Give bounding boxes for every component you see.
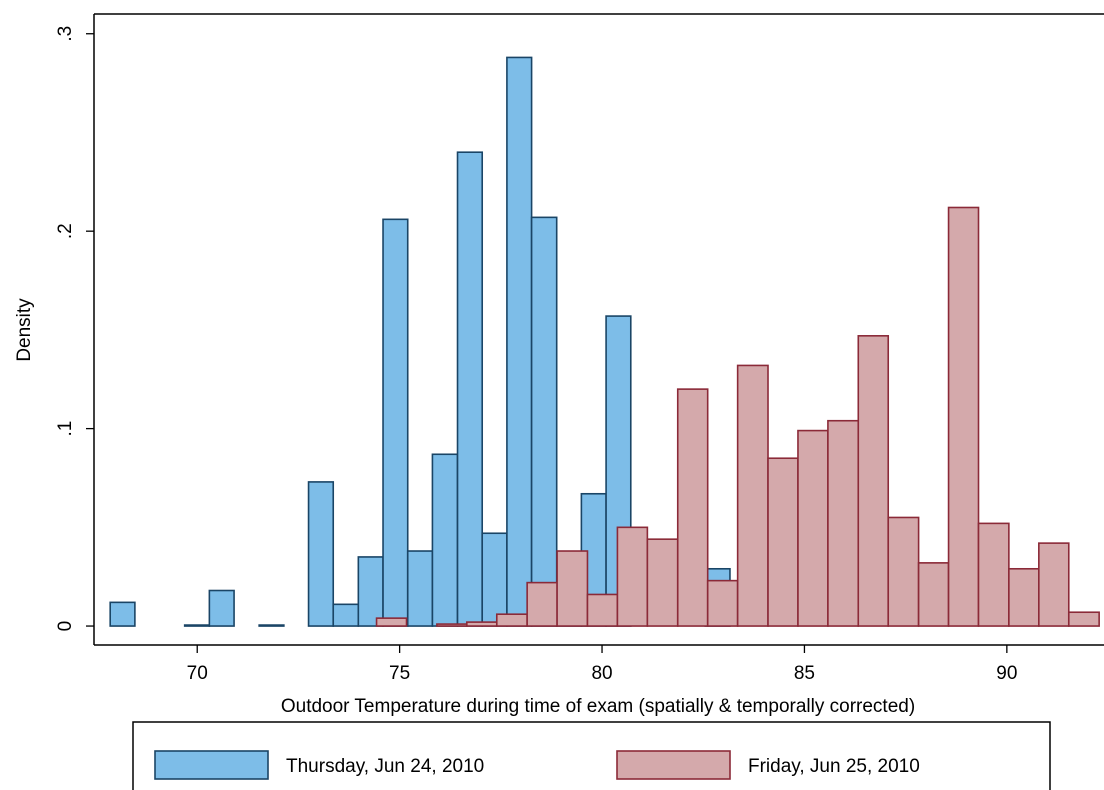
histogram-bar	[436, 623, 468, 627]
histogram-bar	[456, 151, 484, 627]
histogram-bar	[109, 601, 136, 627]
legend-box	[132, 721, 1051, 790]
histogram-bar	[506, 56, 533, 627]
histogram-bar	[947, 206, 980, 627]
histogram-bar	[827, 419, 860, 627]
histogram-bar	[332, 603, 360, 627]
histogram-bar	[431, 453, 459, 627]
legend-swatch	[616, 750, 731, 780]
histogram-bar	[646, 538, 679, 627]
legend-swatch	[154, 750, 269, 780]
histogram-bar	[382, 218, 409, 627]
y-tick-label: .1	[55, 421, 76, 437]
histogram-bar	[406, 550, 434, 627]
histogram-bar	[530, 216, 558, 627]
histogram-bar	[586, 593, 619, 627]
histogram-bar	[357, 556, 384, 627]
histogram-bar	[977, 522, 1010, 627]
legend-label: Friday, Jun 25, 2010	[748, 756, 920, 777]
x-tick-label: 85	[794, 663, 815, 684]
histogram-bar	[183, 624, 211, 627]
histogram-bar	[1038, 542, 1070, 627]
histogram-bar	[887, 516, 920, 627]
y-tick-label: 0	[55, 621, 76, 632]
histogram-bar	[736, 364, 769, 627]
histogram-bar	[797, 429, 829, 627]
y-tick-label: .2	[55, 223, 76, 239]
y-tick-label: .3	[55, 26, 76, 42]
histogram-bar	[307, 481, 335, 627]
histogram-bar	[556, 550, 589, 627]
histogram-bar	[258, 624, 285, 627]
histogram-bar	[466, 621, 498, 627]
histogram-bar	[676, 388, 709, 627]
histogram-bar	[1067, 611, 1100, 627]
x-tick-label: 70	[187, 663, 208, 684]
histogram-bar	[917, 562, 950, 627]
legend-label: Thursday, Jun 24, 2010	[286, 756, 484, 777]
histogram-bar	[616, 526, 649, 627]
histogram-bar	[767, 457, 799, 627]
x-axis-title: Outdoor Temperature during time of exam …	[281, 696, 915, 717]
histogram-bar	[706, 579, 739, 627]
histogram-bar	[857, 335, 890, 627]
histogram-bar	[481, 532, 508, 627]
x-tick-label: 75	[389, 663, 410, 684]
histogram-bar	[208, 589, 235, 627]
histogram-bar	[526, 581, 558, 627]
x-tick-label: 80	[591, 663, 612, 684]
y-axis-title: Density	[14, 298, 35, 362]
histogram-bar	[1008, 567, 1040, 627]
histogram-bar	[375, 617, 408, 627]
x-tick-label: 90	[996, 663, 1017, 684]
histogram-bar	[495, 613, 528, 627]
